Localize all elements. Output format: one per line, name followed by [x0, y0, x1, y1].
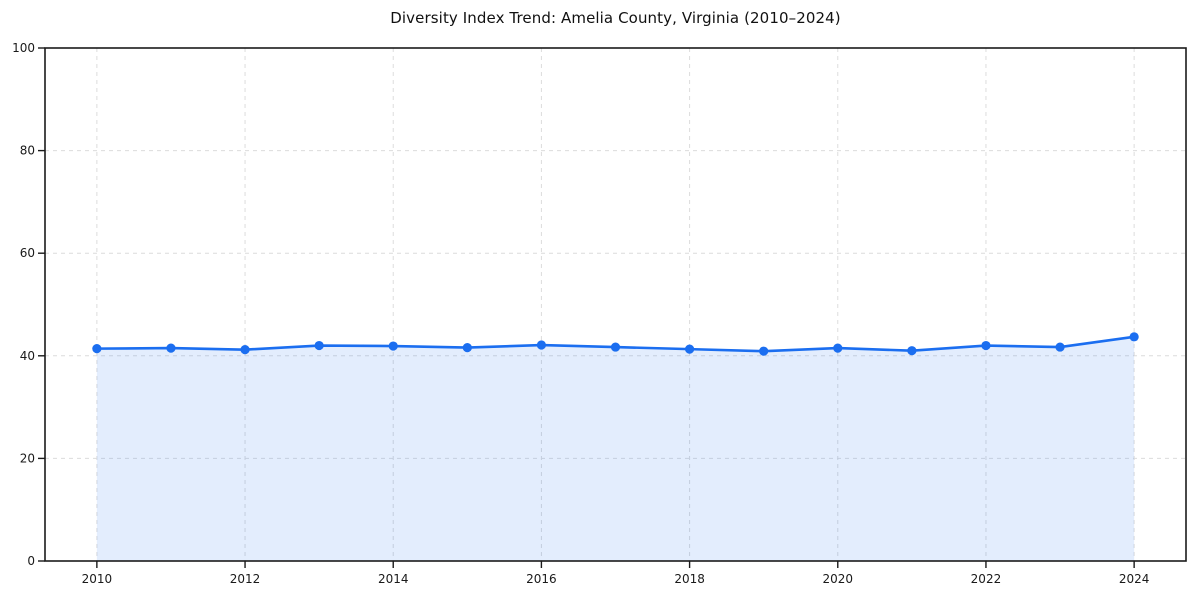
data-point	[684, 344, 695, 354]
data-point	[907, 346, 917, 356]
y-tick-label: 40	[20, 349, 35, 363]
y-tick-label: 20	[20, 451, 35, 465]
data-point	[1055, 342, 1065, 352]
data-point	[166, 343, 176, 353]
x-tick-label: 2022	[971, 572, 1002, 586]
data-point	[759, 346, 769, 356]
y-tick-label: 100	[12, 41, 35, 55]
area-fill	[96, 336, 1135, 561]
x-tick-label: 2016	[526, 572, 557, 586]
data-point	[462, 342, 472, 353]
data-point	[1129, 332, 1139, 342]
x-tick-label: 2018	[674, 572, 705, 586]
plot-border	[44, 47, 1187, 562]
x-tick-label: 2020	[822, 572, 853, 586]
x-tick-label: 2014	[378, 572, 409, 586]
chart-title: Diversity Index Trend: Amelia County, Vi…	[390, 9, 841, 27]
y-tick-label: 0	[27, 554, 35, 568]
y-tick-label: 60	[20, 246, 35, 260]
x-tick-label: 2010	[82, 572, 113, 586]
x-tick-label: 2012	[230, 572, 261, 586]
data-point	[833, 343, 843, 353]
data-point	[388, 341, 398, 351]
data-point	[92, 344, 102, 354]
y-tick-label: 80	[20, 144, 35, 158]
data-point	[314, 340, 324, 351]
data-point	[240, 345, 250, 355]
data-point	[981, 340, 991, 351]
data-point	[536, 340, 547, 350]
data-point	[610, 342, 621, 352]
x-tick-label: 2024	[1119, 572, 1150, 586]
